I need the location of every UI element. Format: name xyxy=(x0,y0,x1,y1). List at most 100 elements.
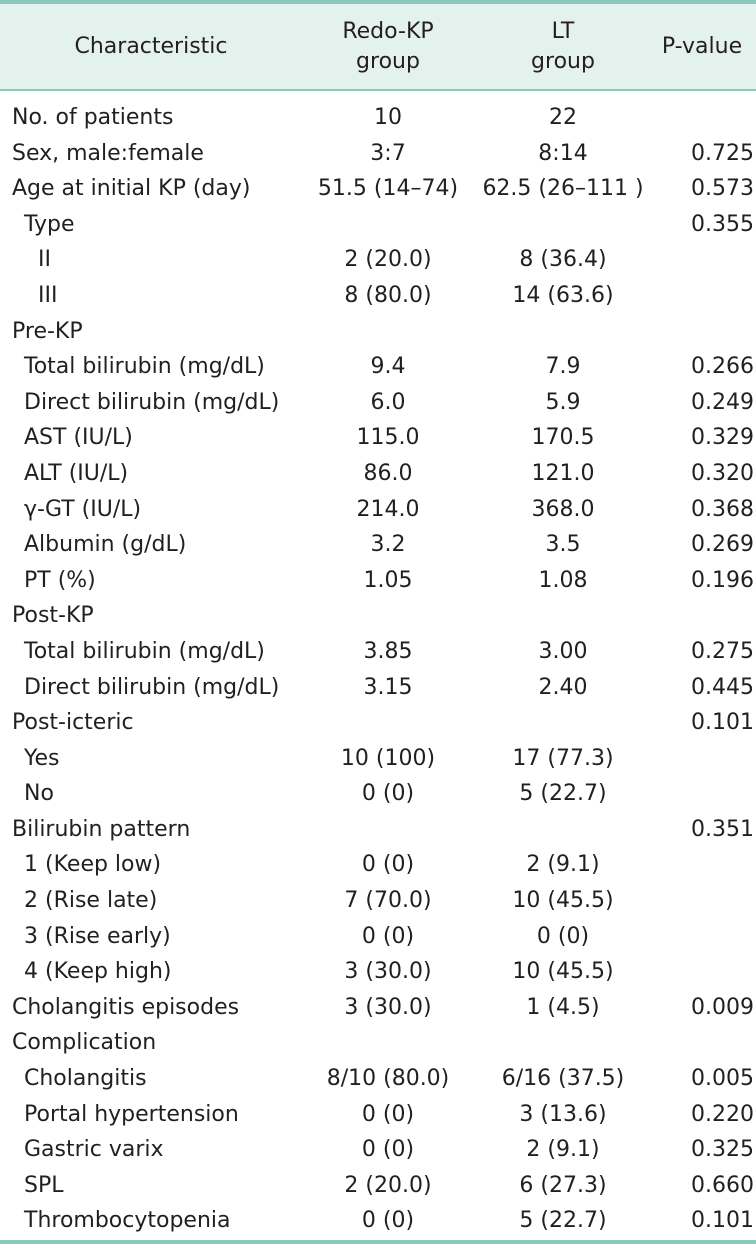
header-characteristic: Characteristic xyxy=(74,34,228,59)
table-row: Direct bilirubin (mg/dL) 6.0 5.9 0.249 xyxy=(0,385,756,421)
table-body: No. of patients 10 22 Sex, male:female 3:7 8:… xyxy=(0,100,756,1239)
table-row: Portal hypertension 0 (0) 3 (13.6) 0.220 xyxy=(0,1097,756,1133)
row-lt-value: 170.5 xyxy=(531,425,595,451)
row-redo-kp-value: 115.0 xyxy=(356,425,420,451)
table-row: Thrombocytopenia 0 (0) 5 (22.7) 0.101 xyxy=(0,1203,756,1239)
row-label: γ-GT (IU/L) xyxy=(24,496,142,522)
table-row: γ-GT (IU/L) 214.0 368.0 0.368 xyxy=(0,492,756,528)
row-lt-value: 5 (22.7) xyxy=(519,1208,607,1234)
row-lt-value: 14 (63.6) xyxy=(512,282,614,308)
row-redo-kp-value: 3:7 xyxy=(370,140,406,166)
row-label: Albumin (g/dL) xyxy=(24,532,187,558)
row-p-value: 0.005 xyxy=(691,1066,754,1092)
row-p-value: 0.275 xyxy=(691,638,754,664)
row-lt-value: 17 (77.3) xyxy=(512,745,614,771)
row-label: Cholangitis xyxy=(24,1066,147,1092)
row-label: Direct bilirubin (mg/dL) xyxy=(24,389,280,415)
row-p-value: 0.351 xyxy=(691,816,754,842)
row-label: No. of patients xyxy=(12,105,174,130)
row-redo-kp-value: 0 (0) xyxy=(361,1208,415,1234)
table-row: No. of patients 10 22 xyxy=(0,100,756,136)
table-row: AST (IU/L) 115.0 170.5 0.329 xyxy=(0,420,756,456)
row-label: 3 (Rise early) xyxy=(24,923,171,949)
row-redo-kp-value: 8 (80.0) xyxy=(344,282,432,308)
table-row: Complication xyxy=(0,1025,756,1061)
row-label: 2 (Rise late) xyxy=(24,888,158,914)
row-p-value: 0.101 xyxy=(691,1208,754,1234)
row-lt-value: 3.00 xyxy=(538,638,588,664)
table-row: Total bilirubin (mg/dL) 3.85 3.00 0.275 xyxy=(0,634,756,670)
row-p-value: 0.325 xyxy=(691,1137,754,1163)
table-header-rule xyxy=(0,89,756,91)
row-lt-value: 0 (0) xyxy=(536,923,590,949)
row-lt-value: 2 (9.1) xyxy=(526,1137,600,1163)
row-label: Gastric varix xyxy=(24,1137,164,1163)
row-redo-kp-value: 0 (0) xyxy=(361,923,415,949)
table-top-rule xyxy=(0,0,756,4)
row-p-value: 0.355 xyxy=(691,211,754,237)
table-row: Direct bilirubin (mg/dL) 3.15 2.40 0.445 xyxy=(0,670,756,706)
row-label: Cholangitis episodes xyxy=(12,994,240,1020)
table-row: Cholangitis 8/10 (80.0) 6/16 (37.5) 0.005 xyxy=(0,1061,756,1097)
row-label: Total bilirubin (mg/dL) xyxy=(24,354,265,380)
row-redo-kp-value: 1.05 xyxy=(363,567,413,593)
row-redo-kp-value: 10 (100) xyxy=(340,745,436,771)
row-lt-value: 1 (4.5) xyxy=(526,994,600,1020)
row-redo-kp-value: 7 (70.0) xyxy=(344,888,432,914)
table-row: 1 (Keep low) 0 (0) 2 (9.1) xyxy=(0,847,756,883)
table-row: Post-icteric 0.101 xyxy=(0,705,756,741)
table-row: III 8 (80.0) 14 (63.6) xyxy=(0,278,756,314)
row-label: ALT (IU/L) xyxy=(24,460,129,486)
header-p-value: P-value xyxy=(661,34,743,59)
row-label: Sex, male:female xyxy=(12,140,204,166)
row-lt-value: 5 (22.7) xyxy=(519,781,607,807)
header-lt-group: LT group xyxy=(531,19,595,74)
row-lt-value: 62.5 (26–111 ) xyxy=(482,176,644,202)
table-row: ALT (IU/L) 86.0 121.0 0.320 xyxy=(0,456,756,492)
row-redo-kp-value: 2 (20.0) xyxy=(344,247,432,273)
table-row: 4 (Keep high) 3 (30.0) 10 (45.5) xyxy=(0,954,756,990)
row-p-value: 0.445 xyxy=(691,674,754,700)
row-redo-kp-value: 3 (30.0) xyxy=(344,994,432,1020)
table-row: Yes 10 (100) 17 (77.3) xyxy=(0,741,756,777)
table-header-band xyxy=(0,4,756,90)
row-redo-kp-value: 214.0 xyxy=(356,496,420,522)
row-p-value: 0.320 xyxy=(691,460,754,486)
row-lt-value: 6 (27.3) xyxy=(519,1172,607,1198)
row-redo-kp-value: 3 (30.0) xyxy=(344,959,432,985)
row-redo-kp-value: 2 (20.0) xyxy=(344,1172,432,1198)
row-lt-value: 10 (45.5) xyxy=(512,888,614,914)
row-p-value: 0.573 xyxy=(691,176,754,202)
table-row: Sex, male:female 3:7 8:14 0.725 xyxy=(0,136,756,172)
header-redo-kp-group: Redo-KP group xyxy=(342,19,434,74)
row-label: Total bilirubin (mg/dL) xyxy=(24,638,265,664)
row-redo-kp-value: 86.0 xyxy=(363,460,413,486)
table-row: Type 0.355 xyxy=(0,207,756,243)
row-label: II xyxy=(38,247,51,273)
row-lt-value: 22 xyxy=(549,105,577,130)
table-row: Total bilirubin (mg/dL) 9.4 7.9 0.266 xyxy=(0,349,756,385)
table-row: Post-KP xyxy=(0,598,756,634)
row-lt-value: 368.0 xyxy=(531,496,595,522)
row-redo-kp-value: 9.4 xyxy=(370,354,406,380)
row-lt-value: 1.08 xyxy=(538,567,588,593)
row-label: Age at initial KP (day) xyxy=(12,176,251,202)
row-redo-kp-value: 51.5 (14–74) xyxy=(317,176,459,202)
row-p-value: 0.196 xyxy=(691,567,754,593)
row-label: Yes xyxy=(24,745,60,771)
row-label: Pre-KP xyxy=(12,318,83,344)
row-label: Post-icteric xyxy=(12,710,134,736)
row-redo-kp-value: 10 xyxy=(374,105,402,130)
row-redo-kp-value: 3.15 xyxy=(363,674,413,700)
row-label: Direct bilirubin (mg/dL) xyxy=(24,674,280,700)
table-row: SPL 2 (20.0) 6 (27.3) 0.660 xyxy=(0,1168,756,1204)
row-p-value: 0.660 xyxy=(691,1172,754,1198)
row-label: 1 (Keep low) xyxy=(24,852,162,878)
row-label: No xyxy=(24,781,54,807)
table-row: II 2 (20.0) 8 (36.4) xyxy=(0,242,756,278)
row-redo-kp-value: 0 (0) xyxy=(361,852,415,878)
table-bottom-rule xyxy=(0,1240,756,1244)
table-row: Gastric varix 0 (0) 2 (9.1) 0.325 xyxy=(0,1132,756,1168)
row-label: Type xyxy=(24,211,75,237)
row-p-value: 0.368 xyxy=(691,496,754,522)
